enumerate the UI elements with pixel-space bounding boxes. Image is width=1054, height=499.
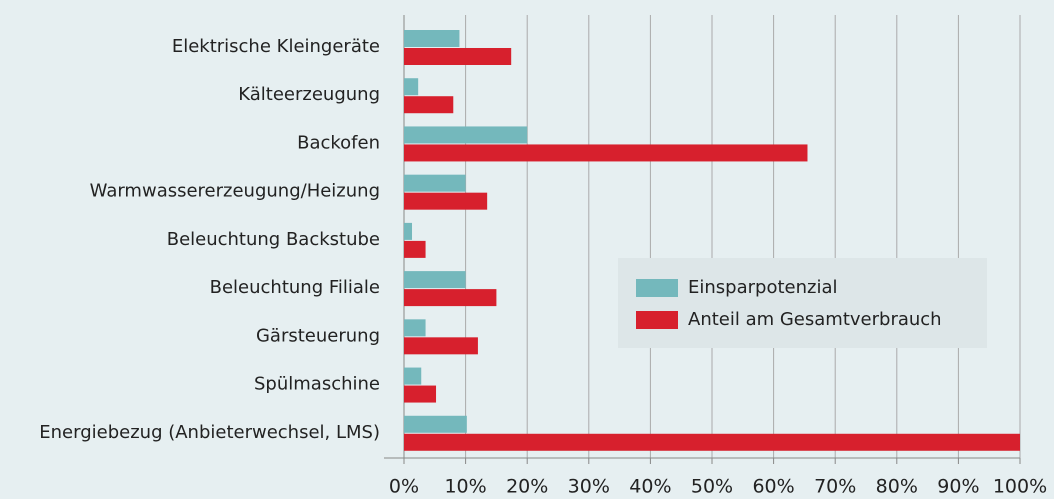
category-label: Energiebezug (Anbieterwechsel, LMS) [39,422,380,443]
legend-box [618,258,987,348]
bar [404,337,478,355]
x-tick-label: 60% [752,476,794,498]
category-label: Kälteerzeugung [238,84,380,105]
category-label: Beleuchtung Filiale [210,277,380,298]
x-tick-label: 10% [444,476,486,498]
bar [404,126,528,144]
category-label: Elektrische Kleingeräte [172,36,380,57]
category-label: Backofen [297,132,380,153]
bar [404,144,808,162]
x-tick-label: 80% [876,476,918,498]
x-tick-label: 70% [814,476,856,498]
category-label: Beleuchtung Backstube [167,229,380,250]
bar [404,192,488,210]
x-tick-label: 20% [506,476,548,498]
bar [404,415,467,433]
bar [404,96,454,114]
bar [404,30,460,47]
bar [404,289,497,307]
legend-swatch [636,279,678,297]
x-tick-label: 0% [389,476,419,498]
bar [404,433,1020,451]
bar [404,240,426,258]
legend-label: Anteil am Gesamtverbrauch [688,309,942,330]
bar [404,385,437,403]
legend-swatch [636,311,678,329]
legend-label: Einsparpotenzial [688,277,837,298]
x-tick-label: 90% [937,476,979,498]
x-tick-label: 40% [629,476,671,498]
category-label: Spülmaschine [254,374,380,395]
category-label: Gärsteuerung [256,325,380,346]
category-label: Warmwassererzeugung/Heizung [90,181,380,202]
x-tick-label: 100% [993,476,1047,498]
bar [404,78,419,96]
bar [404,174,466,192]
bar [404,319,426,337]
bar [404,48,512,65]
bar [404,222,413,240]
bar [404,367,422,385]
x-tick-label: 30% [568,476,610,498]
x-tick-label: 50% [691,476,733,498]
bar [404,271,466,289]
